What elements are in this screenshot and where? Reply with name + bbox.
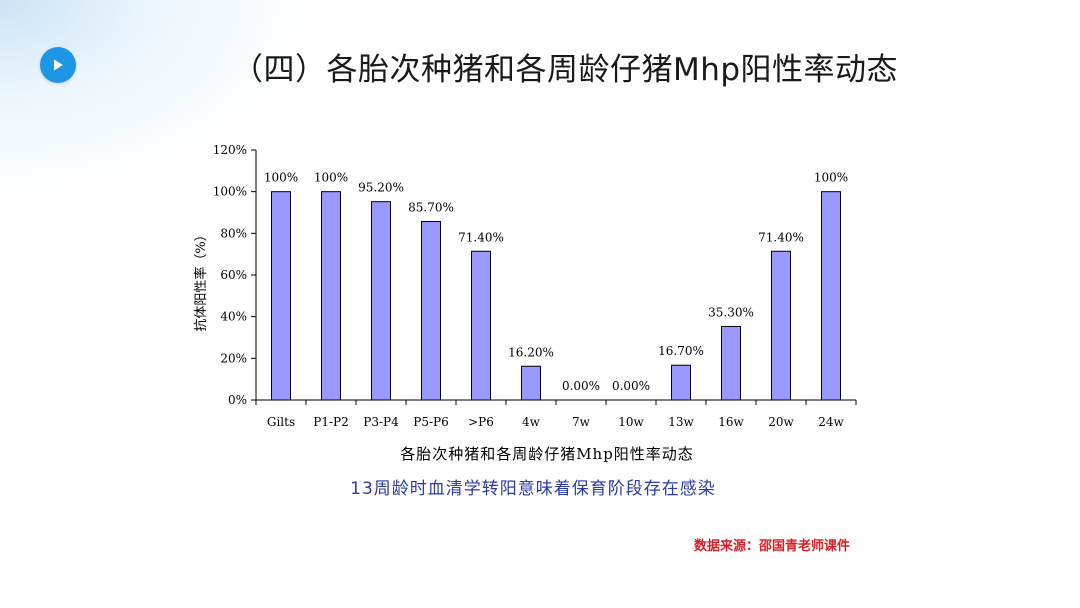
y-tick-label: 100%	[213, 185, 247, 199]
chart-note: 13周龄时血清学转阳意味着保育阶段存在感染	[350, 479, 716, 499]
bar-series	[271, 191, 841, 401]
bar-value-label: 35.30%	[708, 305, 754, 319]
data-source: 数据来源：邵国青老师课件	[694, 539, 851, 554]
x-tick-label: 4w	[522, 415, 541, 429]
x-tick-label: P5-P6	[413, 415, 448, 429]
x-tick-label: Gilts	[267, 415, 295, 429]
x-axis: Gilts P1-P2 P3-P4 P5-P6 >P6 4w 7w 10w 13w 16w 20w 2…	[255, 399, 857, 429]
bar	[271, 191, 291, 401]
bar-value-label: 100%	[814, 171, 848, 185]
bar	[471, 250, 491, 401]
play-button[interactable]	[40, 47, 76, 83]
bar	[821, 191, 841, 401]
bar	[771, 250, 791, 401]
y-tick-label: 80%	[220, 226, 247, 240]
play-icon	[54, 59, 63, 71]
bar	[721, 325, 741, 401]
slide-title: （四）各胎次种猪和各周龄仔猪Mhp阳性率动态	[231, 52, 899, 88]
y-tick-label: 60%	[220, 268, 247, 282]
x-tick-label: >P6	[468, 415, 494, 429]
x-tick-label: 7w	[572, 415, 591, 429]
bar-value-label: 0.00%	[562, 379, 600, 393]
bar-value-label: 71.40%	[458, 230, 504, 244]
x-tick-label: 20w	[768, 415, 794, 429]
x-tick-label: 10w	[618, 415, 644, 429]
bar	[421, 220, 441, 401]
x-axis-title: 各胎次种猪和各周龄仔猪Mhp阳性率动态	[400, 445, 694, 463]
y-axis-title: 抗体阳性率（%）	[193, 228, 209, 331]
bar-value-label: 85.70%	[408, 200, 454, 214]
x-tick-label: P1-P2	[313, 415, 348, 429]
y-tick-label: 120%	[213, 143, 247, 157]
bar	[371, 201, 391, 401]
y-tick-label: 0%	[228, 393, 247, 407]
x-tick-label: 24w	[818, 415, 844, 429]
bar-value-label: 0.00%	[612, 379, 650, 393]
bar	[521, 365, 541, 401]
bar-value-label: 71.40%	[758, 230, 804, 244]
bar	[321, 191, 341, 401]
x-tick-label: P3-P4	[363, 415, 399, 429]
y-axis: 0% 20% 40% 60% 80% 100% 120%	[213, 143, 257, 407]
bar-value-label: 95.20%	[358, 181, 404, 195]
x-tick-label: 16w	[718, 415, 744, 429]
x-tick-label: 13w	[668, 415, 694, 429]
bar-value-label: 100%	[264, 171, 298, 185]
bar-value-label: 100%	[314, 171, 348, 185]
bar	[671, 364, 691, 401]
data-labels: 100% 100% 95.20% 85.70% 71.40% 16.20% 0.00% 0.0…	[264, 171, 848, 393]
bar-value-label: 16.70%	[658, 344, 704, 358]
y-tick-label: 20%	[220, 351, 247, 365]
bar-value-label: 16.20%	[508, 345, 554, 359]
y-tick-label: 40%	[220, 310, 247, 324]
